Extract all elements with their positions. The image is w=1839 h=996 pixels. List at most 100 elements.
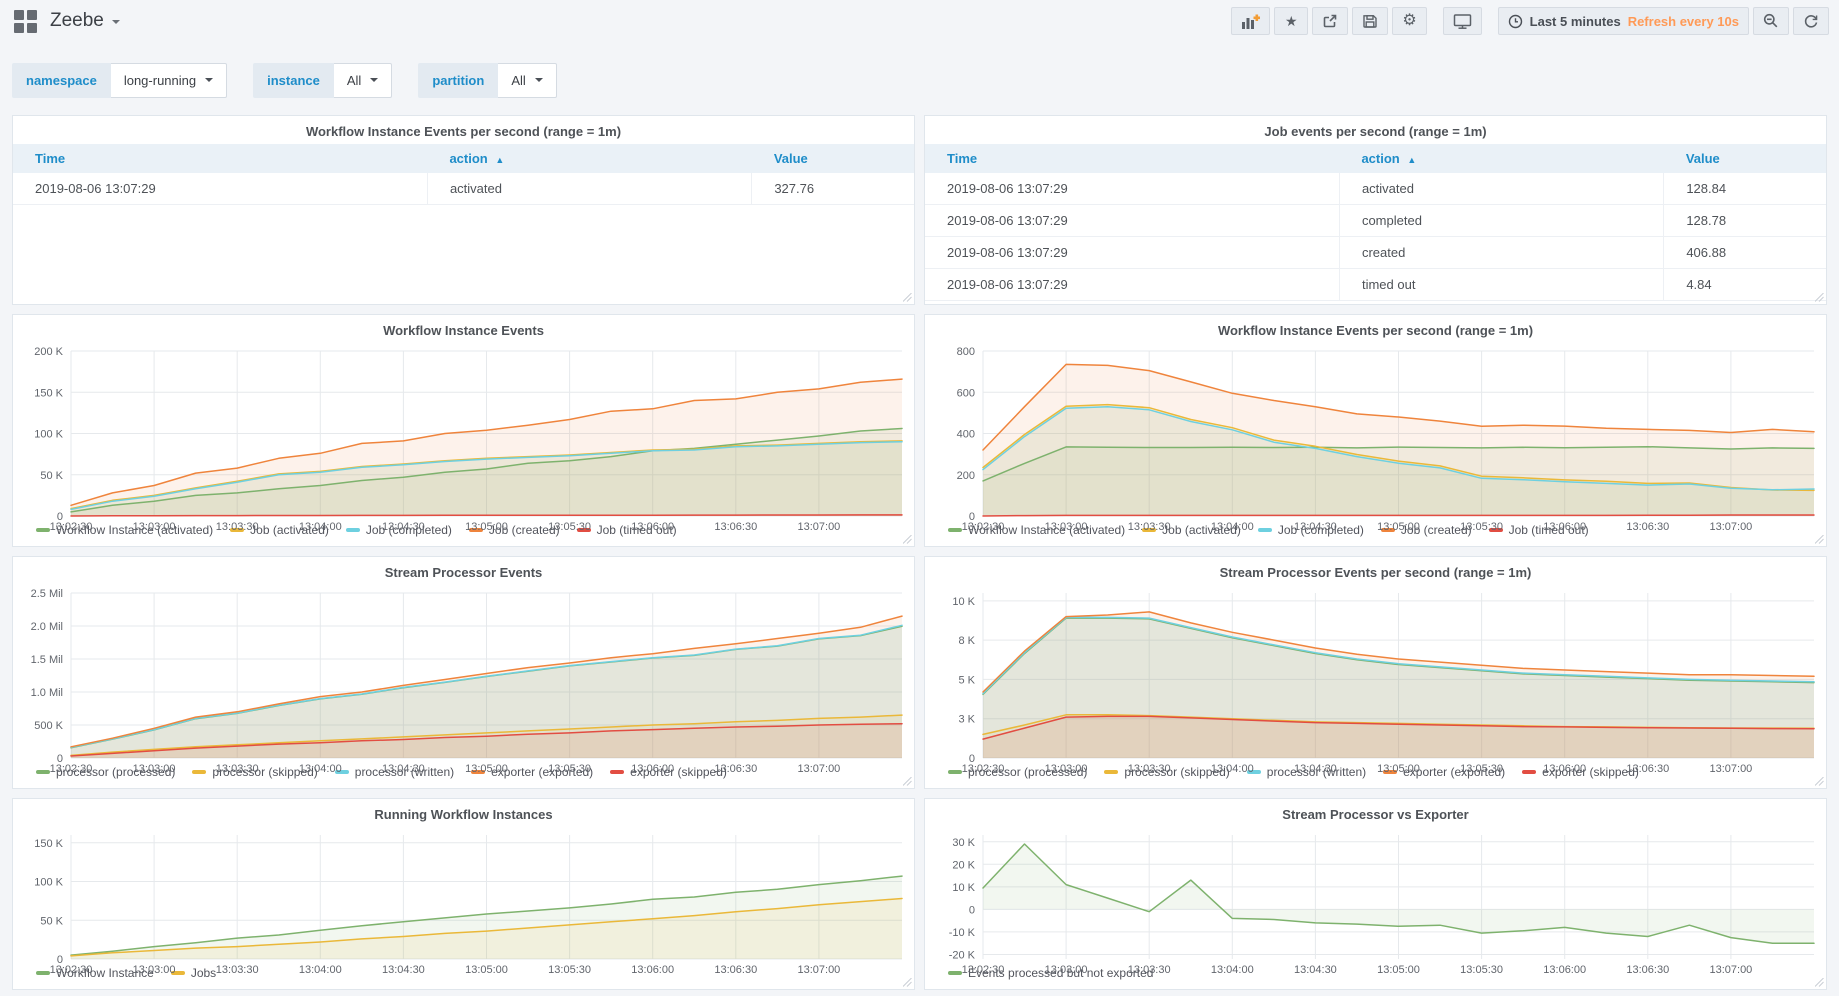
time-picker-button[interactable]: Last 5 minutes Refresh every 10s (1497, 7, 1749, 35)
svg-text:13:05:30: 13:05:30 (548, 763, 591, 775)
column-header-action[interactable]: action ▲ (427, 144, 752, 173)
dashboard-grid: Workflow Instance Events per second (ran… (0, 115, 1839, 990)
svg-text:0: 0 (969, 511, 975, 523)
chart-running-workflow-instances[interactable]: 0 50 K 100 K 150 K 13:02:30 13:03:00 13:03:30 1… (13, 827, 914, 976)
tv-icon (1453, 13, 1471, 29)
panel-resize-handle[interactable] (903, 777, 912, 786)
filter-namespace-value[interactable]: long-running (110, 63, 228, 98)
legend-item[interactable]: exporter (exported) (471, 765, 593, 779)
panel-resize-handle[interactable] (1815, 293, 1824, 302)
column-header-time[interactable]: Time (925, 144, 1340, 173)
legend-swatch-icon (36, 528, 50, 532)
legend-item[interactable]: Job (created) (468, 523, 560, 537)
svg-text:0: 0 (57, 954, 63, 966)
star-button[interactable]: ★ (1274, 7, 1309, 35)
panel-resize-handle[interactable] (903, 978, 912, 987)
gear-icon: ⚙ (1402, 12, 1417, 29)
panel-title[interactable]: Stream Processor vs Exporter (1282, 807, 1469, 822)
legend-item[interactable]: Workflow Instance (activated) (36, 523, 213, 537)
legend-item[interactable]: Job (timed out) (576, 523, 677, 537)
chart-workflow-instance-events[interactable]: 0 50 K 100 K 150 K 200 K 13:02:30 13:03:00 13:0… (13, 343, 914, 533)
share-icon (1324, 14, 1337, 28)
filter-partition-value[interactable]: All (498, 63, 557, 98)
navbar: Zeebe ★ (0, 0, 1839, 42)
svg-text:600: 600 (957, 387, 975, 399)
panel-resize-handle[interactable] (903, 535, 912, 544)
chart-legend: processor (processed) processor (skipped)… (13, 764, 914, 788)
legend-item[interactable]: Workflow Instance (36, 966, 154, 980)
legend-item[interactable]: processor (skipped) (1104, 765, 1230, 779)
legend-item[interactable]: processor (written) (1246, 765, 1366, 779)
panel-title[interactable]: Stream Processor Events (384, 565, 543, 580)
svg-text:10 K: 10 K (952, 882, 975, 894)
chart-stream-processor-events-per-second[interactable]: 0 3 K 5 K 8 K 10 K 13:02:30 13:03:00 13:03:30 13… (925, 585, 1826, 775)
panel-title[interactable]: Workflow Instance Events (383, 323, 544, 338)
legend-item[interactable]: Job (completed) (1257, 523, 1364, 537)
svg-text:200 K: 200 K (34, 346, 63, 358)
tv-mode-button[interactable] (1442, 7, 1482, 35)
legend-item[interactable]: Job (created) (1380, 523, 1472, 537)
settings-button[interactable]: ⚙ (1392, 7, 1427, 35)
panel-title[interactable]: Workflow Instance Events per second (ran… (1217, 323, 1534, 338)
legend-item[interactable]: Job (activated) (230, 523, 329, 537)
legend-item[interactable]: processor (processed) (948, 765, 1087, 779)
save-button[interactable] (1352, 7, 1389, 35)
svg-text:13:04:00: 13:04:00 (299, 521, 342, 533)
column-header-time[interactable]: Time (13, 144, 428, 173)
legend-item[interactable]: Events processed but not exported (948, 966, 1153, 980)
table-cell: 128.84 (1663, 173, 1826, 205)
dashboard-grid-icon[interactable] (14, 9, 37, 33)
column-header-value[interactable]: Value (1663, 144, 1826, 173)
legend-item[interactable]: exporter (skipped) (610, 765, 727, 779)
legend-swatch-icon (948, 971, 962, 975)
panel-resize-handle[interactable] (1815, 535, 1824, 544)
zoom-out-icon (1763, 13, 1778, 28)
panel-resize-handle[interactable] (1815, 978, 1824, 987)
refresh-button[interactable] (1793, 7, 1829, 35)
legend-item[interactable]: exporter (exported) (1383, 765, 1505, 779)
chart-workflow-instance-events-per-second[interactable]: 0 200 400 600 800 13:02:30 13:03:00 13:03:30 13:… (925, 343, 1826, 533)
legend-label: Job (completed) (365, 523, 452, 537)
svg-text:13:04:00: 13:04:00 (1211, 763, 1254, 775)
legend-item[interactable]: processor (skipped) (192, 765, 318, 779)
legend-label: Workflow Instance (56, 966, 154, 980)
column-header-value[interactable]: Value (751, 144, 914, 173)
legend-item[interactable]: Job (timed out) (1488, 523, 1589, 537)
table-cell: 2019-08-06 13:07:29 (925, 268, 1340, 301)
svg-text:13:06:30: 13:06:30 (714, 763, 757, 775)
svg-text:13:02:30: 13:02:30 (50, 521, 93, 533)
svg-text:13:05:30: 13:05:30 (1460, 763, 1503, 775)
chart-stream-processor-events[interactable]: 0 500 K 1.0 Mil 1.5 Mil 2.0 Mil 2.5 Mil 13:02:… (13, 585, 914, 775)
legend-item[interactable]: Jobs (170, 966, 216, 980)
dashboard-title-menu[interactable]: Zeebe (50, 10, 120, 32)
chart-stream-processor-vs-exporter[interactable]: -20 K -10 K 0 10 K 20 K 30 K 13:02:30 13:03:00 1… (925, 827, 1826, 976)
add-panel-button[interactable] (1231, 7, 1271, 35)
panel-resize-handle[interactable] (1815, 777, 1824, 786)
legend-label: Job (activated) (1162, 523, 1241, 537)
svg-text:500 K: 500 K (34, 720, 63, 732)
svg-text:13:03:00: 13:03:00 (1045, 521, 1088, 533)
save-icon (1363, 15, 1378, 28)
legend-item[interactable]: processor (written) (334, 765, 454, 779)
table-row: 2019-08-06 13:07:29 created 406.88 (925, 236, 1826, 269)
panel-title[interactable]: Workflow Instance Events per second (ran… (305, 124, 622, 139)
zoom-out-button[interactable] (1753, 7, 1789, 35)
svg-text:0: 0 (57, 511, 63, 523)
legend-item[interactable]: Job (activated) (1142, 523, 1241, 537)
legend-item[interactable]: exporter (skipped) (1522, 765, 1639, 779)
legend-swatch-icon (192, 770, 207, 774)
panel-title[interactable]: Stream Processor Events per second (rang… (1219, 565, 1532, 580)
panel-resize-handle[interactable] (903, 293, 912, 302)
legend-item[interactable]: processor (processed) (36, 765, 175, 779)
filter-instance-value[interactable]: All (333, 63, 393, 98)
filter-namespace-label: namespace (12, 63, 111, 98)
panel-title[interactable]: Job events per second (range = 1m) (1264, 124, 1487, 139)
legend-label: Job (completed) (1277, 523, 1364, 537)
share-button[interactable] (1312, 7, 1349, 35)
column-header-action[interactable]: action ▲ (1339, 144, 1664, 173)
panel-title[interactable]: Running Workflow Instances (374, 807, 553, 822)
svg-text:13:04:00: 13:04:00 (299, 964, 342, 976)
star-icon: ★ (1285, 13, 1298, 29)
legend-item[interactable]: Job (completed) (345, 523, 452, 537)
legend-item[interactable]: Workflow Instance (activated) (948, 523, 1125, 537)
